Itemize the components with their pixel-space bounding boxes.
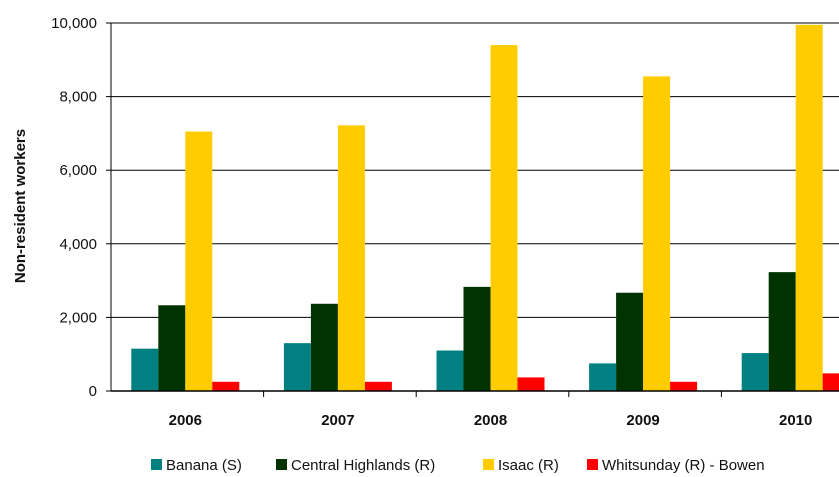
legend-swatch-2 (276, 459, 287, 470)
bar-2007-3 (337, 125, 365, 391)
bar-2008-1 (436, 350, 464, 391)
bar-2006-4 (212, 381, 240, 391)
bar-2010-3 (795, 24, 823, 392)
bar-2007-1 (283, 343, 311, 391)
legend-swatch-1 (151, 459, 162, 470)
y-tick-label: 0 (89, 383, 97, 400)
y-tick-label: 8,000 (59, 89, 97, 106)
x-tick-label: 2009 (626, 412, 659, 429)
bar-2007-4 (364, 381, 392, 391)
y-tick-label: 10,000 (51, 15, 97, 32)
x-tick-labels: 2006 2007 2008 2009 2010 (169, 412, 813, 429)
x-tick-label: 2007 (321, 412, 354, 429)
bar-2006-2 (158, 305, 186, 391)
bar-2009-1 (589, 363, 617, 391)
legend-swatch-4 (587, 459, 598, 470)
bar-2008-2 (463, 286, 491, 391)
bar-2009-3 (643, 76, 671, 392)
legend-label-1: Banana (S) (166, 457, 242, 474)
bar-2010-1 (741, 353, 769, 391)
bar-2009-4 (670, 381, 698, 391)
bars (131, 24, 839, 392)
bar-2006-3 (185, 131, 213, 391)
legend-swatch-3 (483, 459, 494, 470)
bar-2006-1 (131, 348, 159, 391)
x-tick-label: 2008 (474, 412, 507, 429)
y-axis-title: Non-resident workers (12, 129, 29, 283)
legend: Banana (S) Central Highlands (R) Isaac (R)… (151, 457, 765, 474)
y-tick-labels: 0 2,000 4,000 6,000 8,000 10,000 (51, 15, 97, 400)
bar-2009-2 (616, 292, 644, 391)
bar-2008-3 (490, 45, 518, 391)
legend-label-4: Whitsunday (R) - Bowen (602, 457, 765, 474)
bar-2010-2 (768, 272, 796, 391)
legend-label-2: Central Highlands (R) (291, 457, 435, 474)
x-tick-label: 2010 (779, 412, 812, 429)
x-tick-label: 2006 (169, 412, 202, 429)
bar-2007-2 (310, 303, 338, 391)
gridlines (111, 22, 839, 318)
y-tick-label: 2,000 (59, 309, 97, 326)
bar-2008-4 (517, 377, 545, 391)
bar-2010-4 (822, 373, 839, 391)
y-tick-label: 6,000 (59, 162, 97, 179)
y-tick-label: 4,000 (59, 236, 97, 253)
axes (106, 22, 839, 397)
legend-label-3: Isaac (R) (498, 457, 559, 474)
